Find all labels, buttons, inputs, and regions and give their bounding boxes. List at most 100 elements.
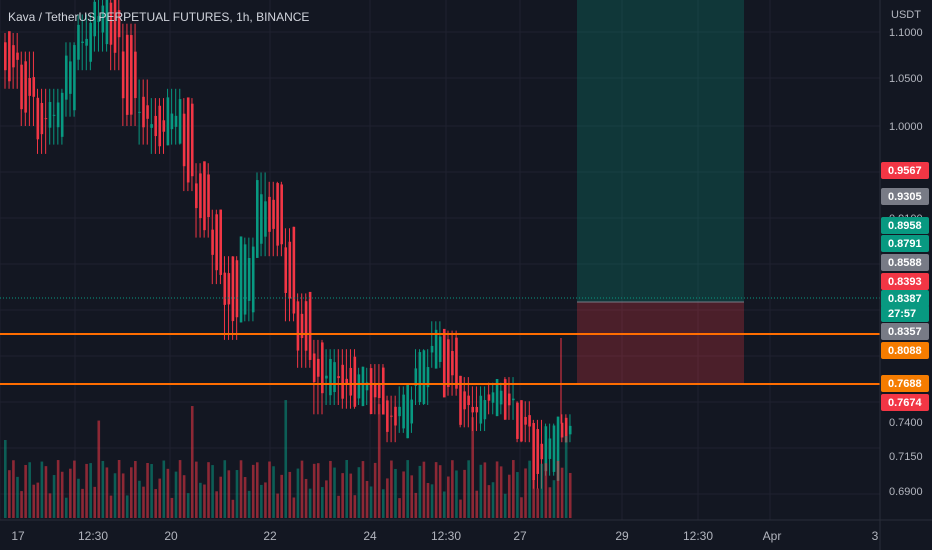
volume-bar (44, 466, 48, 518)
candle-body (369, 368, 373, 414)
volume-bar (56, 460, 60, 518)
volume-bar (321, 487, 324, 518)
candle-body (101, 5, 105, 33)
candle-body (377, 384, 381, 398)
candle-body (507, 393, 511, 406)
volume-bar (487, 485, 491, 518)
candle-body (410, 399, 414, 424)
candle-body (349, 367, 353, 396)
candle-body (113, 0, 117, 53)
volume-bar (243, 477, 247, 518)
x-tick-label: 29 (615, 529, 629, 543)
candle-body (568, 425, 572, 435)
volume-bar (28, 462, 31, 518)
volume-bar (231, 499, 235, 518)
candle-body (69, 61, 72, 94)
candle-body (438, 336, 442, 362)
volume-bar (40, 461, 44, 518)
candle-body (499, 390, 503, 405)
candle-body (361, 366, 365, 407)
x-tick-label: 12:30 (78, 529, 108, 543)
candle-body (174, 115, 178, 127)
candle-body (64, 55, 68, 100)
candle-body (272, 199, 275, 229)
x-tick-label: 20 (164, 529, 178, 543)
candle-body (109, 2, 113, 45)
candle-body (479, 395, 483, 424)
candle-body (341, 364, 344, 399)
volume-bar (113, 473, 117, 518)
volume-bar (495, 461, 499, 518)
candle-body (308, 291, 312, 360)
candle-body (300, 313, 304, 339)
volume-bar (81, 488, 84, 518)
price-tag (881, 323, 929, 340)
price-tag (881, 162, 929, 179)
candle-body (268, 196, 271, 232)
candle-body (556, 416, 560, 481)
volume-bar (426, 483, 430, 518)
volume-bar (528, 460, 531, 518)
candle-body (487, 394, 491, 401)
volume-bar (186, 493, 190, 518)
candle-body (251, 246, 255, 313)
candle-body (312, 353, 316, 383)
volume-bar (499, 466, 503, 518)
y-tick-label: 1.0500 (889, 73, 923, 85)
volume-bar (455, 470, 458, 518)
volume-bar (296, 468, 300, 518)
volume-bar (170, 497, 174, 518)
candle-body (166, 97, 170, 146)
currency-label[interactable]: USDT (891, 9, 921, 21)
candle-body (512, 398, 515, 401)
volume-bar (422, 461, 426, 518)
candle-body (264, 201, 267, 237)
volume-bar (447, 476, 450, 518)
price-tag-label: 0.8088 (888, 345, 922, 357)
candle-body (195, 183, 198, 209)
candle-body (142, 96, 145, 128)
price-tag (881, 305, 929, 322)
candle-body (451, 351, 454, 376)
volume-bar (560, 467, 564, 518)
volume-bar (544, 463, 548, 518)
candle-body (381, 367, 385, 415)
volume-bar (60, 471, 64, 518)
price-tag (881, 290, 929, 307)
candle-body (345, 378, 348, 385)
volume-bar (264, 482, 267, 518)
price-tag (881, 188, 929, 205)
volume-bar (337, 495, 340, 518)
candle-body (134, 51, 137, 99)
candle-body (81, 41, 84, 43)
volume-bar (434, 462, 438, 518)
volume-bar (361, 461, 365, 518)
volume-bar (459, 499, 462, 518)
candle-body (321, 342, 324, 394)
volume-bar (260, 484, 263, 518)
volume-bar (125, 495, 129, 518)
volume-bar (158, 478, 162, 518)
candle-body (211, 229, 214, 255)
volume-bar (475, 490, 479, 518)
candle-body (125, 34, 129, 115)
candle-body (207, 174, 210, 218)
volume-bar (467, 460, 470, 518)
volume-bar (349, 473, 353, 518)
price-tag-label: 0.8387 (888, 293, 922, 305)
candle-body (365, 382, 369, 391)
volume-bar (93, 486, 97, 518)
volume-bar (451, 460, 454, 518)
volume-bar (471, 417, 474, 518)
candle-body (215, 214, 218, 271)
volume-bar (312, 463, 316, 518)
candle-body (121, 51, 125, 99)
volume-bar (154, 489, 157, 518)
candle-body (422, 350, 426, 404)
candle-body (483, 400, 487, 420)
volume-bar (12, 460, 15, 518)
volume-bar (381, 489, 385, 518)
price-tag (881, 342, 929, 359)
candle-body (394, 406, 397, 426)
